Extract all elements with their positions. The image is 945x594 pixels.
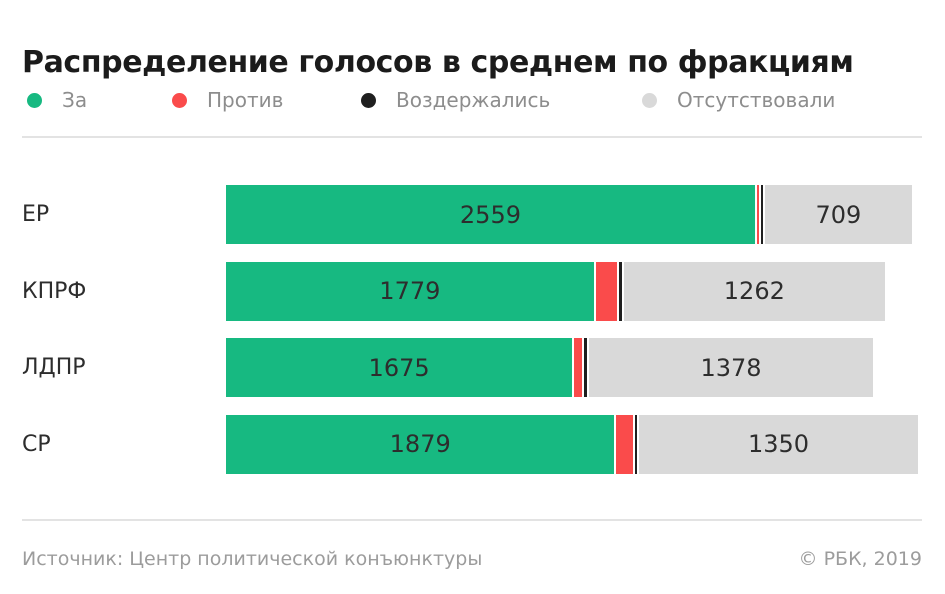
legend-dot-icon <box>27 92 42 108</box>
legend-divider <box>22 136 922 138</box>
legend-dot-icon <box>642 92 657 108</box>
legend-label: За <box>62 88 88 112</box>
bar-row-КПРФ: 1779 1262 <box>226 261 885 321</box>
footer-divider <box>22 519 922 521</box>
bar-segment-Против <box>595 261 618 321</box>
value-label: 1350 <box>747 430 810 458</box>
source-note: Источник: Центр политической конъюнктуры <box>22 548 483 570</box>
bar-segment-Отсутствовали: 1378 <box>588 338 874 397</box>
category-label-ЕР: ЕР <box>22 202 50 227</box>
legend-label: Против <box>207 88 284 112</box>
bar-segment-Воздержались <box>584 338 587 397</box>
value-label: 2559 <box>459 200 521 229</box>
legend-item-2: Против <box>172 88 283 112</box>
chart-title: Распределение голосов в среднем по фракц… <box>22 45 854 81</box>
legend-label: Отсутствовали <box>677 88 836 112</box>
bar-segment-Воздержались <box>619 261 622 321</box>
value-label: 1675 <box>368 353 430 382</box>
value-label: 1879 <box>389 430 451 458</box>
legend: За Против Воздержались Отсутствовали <box>0 88 945 112</box>
legend-item-3: Воздержались <box>361 88 550 112</box>
legend-label: Воздержались <box>396 88 551 112</box>
legend-item-4: Отсутствовали <box>642 88 835 112</box>
bar-segment-Против <box>616 414 633 474</box>
bar-segment-За: 1675 <box>226 338 573 397</box>
bar-segment-Отсутствовали: 1350 <box>638 414 918 474</box>
bar-segment-Воздержались <box>760 185 764 244</box>
category-label-КПРФ: КПРФ <box>22 278 87 304</box>
bar-segment-Воздержались <box>634 414 637 474</box>
value-label: 1378 <box>700 353 762 382</box>
value-label: 1779 <box>379 277 441 305</box>
copyright-note: © РБК, 2019 <box>798 548 922 570</box>
legend-item-1: За <box>27 88 87 112</box>
bar-row-СР: 1879 1350 <box>226 414 918 474</box>
bar-segment-Отсутствовали: 709 <box>765 185 912 244</box>
bar-segment-За: 2559 <box>226 185 755 244</box>
bar-segment-Против <box>574 338 583 397</box>
category-label-СР: СР <box>22 431 51 457</box>
value-label: 709 <box>815 200 862 229</box>
bar-segment-Против <box>756 185 759 244</box>
bar-segment-За: 1779 <box>226 261 594 321</box>
bar-segment-Отсутствовали: 1262 <box>623 261 885 321</box>
category-label-ЛДПР: ЛДПР <box>22 355 86 380</box>
legend-dot-icon <box>361 92 376 108</box>
bar-row-ЕР: 2559 709 <box>226 185 912 244</box>
bar-segment-За: 1879 <box>226 414 615 474</box>
value-label: 1262 <box>723 277 785 305</box>
legend-dot-icon <box>172 92 187 108</box>
bar-row-ЛДПР: 1675 1378 <box>226 338 874 397</box>
